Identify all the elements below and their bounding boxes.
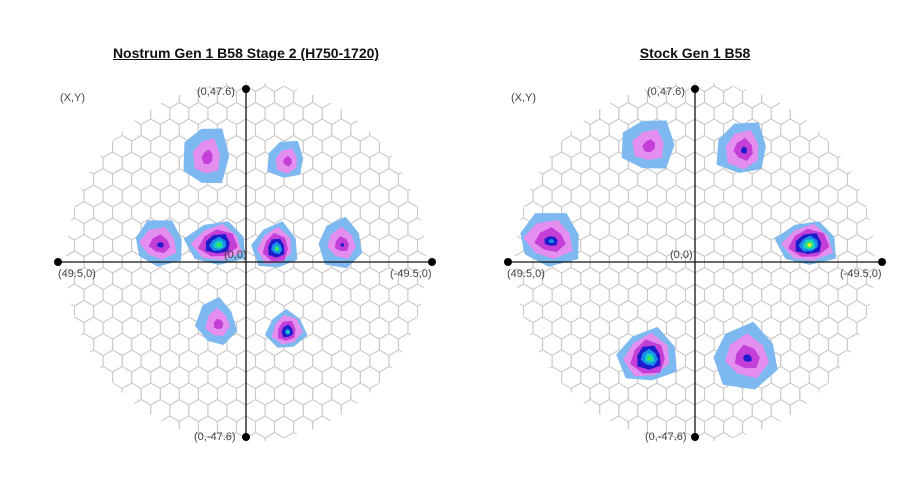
corner-label-right: (X,Y) xyxy=(511,92,536,104)
axis-label-right-left: (-49.5,0) xyxy=(390,268,432,280)
hex-cell xyxy=(866,266,875,291)
hotspot xyxy=(774,221,836,265)
axis-label-origin-left: (0,0) xyxy=(224,249,247,261)
hotspots-right xyxy=(520,120,836,390)
hex-cell xyxy=(866,233,875,258)
hotspot-level xyxy=(647,355,653,361)
chart-title-left: Nostrum Gen 1 B58 Stage 2 (H750-1720) xyxy=(112,45,380,61)
hex-cell xyxy=(93,365,114,390)
hex-cell xyxy=(608,415,629,439)
hex-cell xyxy=(532,349,553,373)
axis-label-origin-right: (0,0) xyxy=(670,249,693,261)
hotspot-level xyxy=(740,146,748,154)
chart-title-right: Stock Gen 1 B58 xyxy=(639,45,751,61)
hotspot xyxy=(264,308,308,348)
hotspot xyxy=(251,221,298,268)
hotspot-level xyxy=(157,242,164,248)
axes-left xyxy=(54,85,436,441)
axis-end-right xyxy=(878,258,886,266)
hex-cell xyxy=(417,266,426,291)
hex-cell xyxy=(340,398,361,423)
axes-right xyxy=(504,85,886,441)
axis-label-right-right: (-49.5,0) xyxy=(840,268,882,280)
axis-end-right xyxy=(428,258,436,266)
axis-end-bottom xyxy=(242,433,250,441)
axis-end-left xyxy=(54,258,62,266)
hotspot xyxy=(195,296,238,345)
hotspot xyxy=(616,326,677,381)
hex-cell xyxy=(312,415,333,439)
hotspot-level xyxy=(286,330,290,334)
hotspot-level xyxy=(548,238,555,244)
hex-cell xyxy=(542,365,563,390)
hex-cell xyxy=(761,415,782,439)
hotspot xyxy=(267,141,304,178)
axis-end-bottom xyxy=(691,433,699,441)
hotspot xyxy=(183,128,230,184)
hotspot xyxy=(135,220,182,267)
hex-cell xyxy=(789,398,810,423)
hex-cell xyxy=(388,349,409,373)
axis-label-bottom-left: (0,-47.6) xyxy=(194,431,236,443)
hotspot-level xyxy=(216,242,221,247)
axis-label-left-left: (49.5,0) xyxy=(58,268,96,280)
hex-cell xyxy=(159,415,180,439)
hotspot-level xyxy=(642,139,656,153)
plot-right: (X,Y) (0,47.6) (0,-47.6) (49.5,0) (-49.5… xyxy=(504,82,886,443)
hotspot-level xyxy=(742,354,752,362)
hex-cell xyxy=(407,316,426,340)
axis-end-top xyxy=(242,85,250,93)
hex-cell xyxy=(293,415,314,439)
hotspot-level xyxy=(807,242,812,247)
hotspot-level xyxy=(282,155,292,167)
hotspots-left xyxy=(135,128,363,348)
hotspot-level xyxy=(201,149,213,165)
hex-grid-left xyxy=(66,82,426,442)
axis-end-left xyxy=(504,258,512,266)
axis-label-top-left: (0,47.6) xyxy=(197,86,235,98)
hex-cell xyxy=(837,349,858,373)
hotspot xyxy=(621,120,675,169)
hex-cell xyxy=(580,398,601,423)
hotspot xyxy=(183,221,246,265)
hex-cell xyxy=(856,316,875,340)
hotspot-level xyxy=(275,246,279,251)
hex-cell xyxy=(827,365,848,390)
hotspot-level xyxy=(213,318,224,330)
hotspot xyxy=(318,216,363,269)
hex-cell xyxy=(264,431,285,442)
plot-left: (X,Y) (0,47.6) (0,-47.6) (49.5,0) (-49.5… xyxy=(54,82,436,443)
axis-label-top-right: (0,47.6) xyxy=(647,86,685,98)
hex-cell xyxy=(713,431,734,442)
hotspot xyxy=(716,122,766,173)
hex-cell xyxy=(66,316,85,340)
hex-cell xyxy=(131,398,152,423)
hex-cell xyxy=(83,349,104,373)
hex-cell xyxy=(417,233,426,258)
axis-label-bottom-right: (0,-47.6) xyxy=(645,431,687,443)
axis-end-top xyxy=(691,85,699,93)
hotspot xyxy=(520,213,579,267)
hotspot xyxy=(713,321,778,390)
hex-cell xyxy=(515,316,534,340)
corner-label-left: (X,Y) xyxy=(60,92,85,104)
hex-cell xyxy=(742,415,763,439)
hex-cell xyxy=(378,365,399,390)
hotspot-level xyxy=(340,243,345,247)
axis-label-left-right: (49.5,0) xyxy=(507,268,545,280)
